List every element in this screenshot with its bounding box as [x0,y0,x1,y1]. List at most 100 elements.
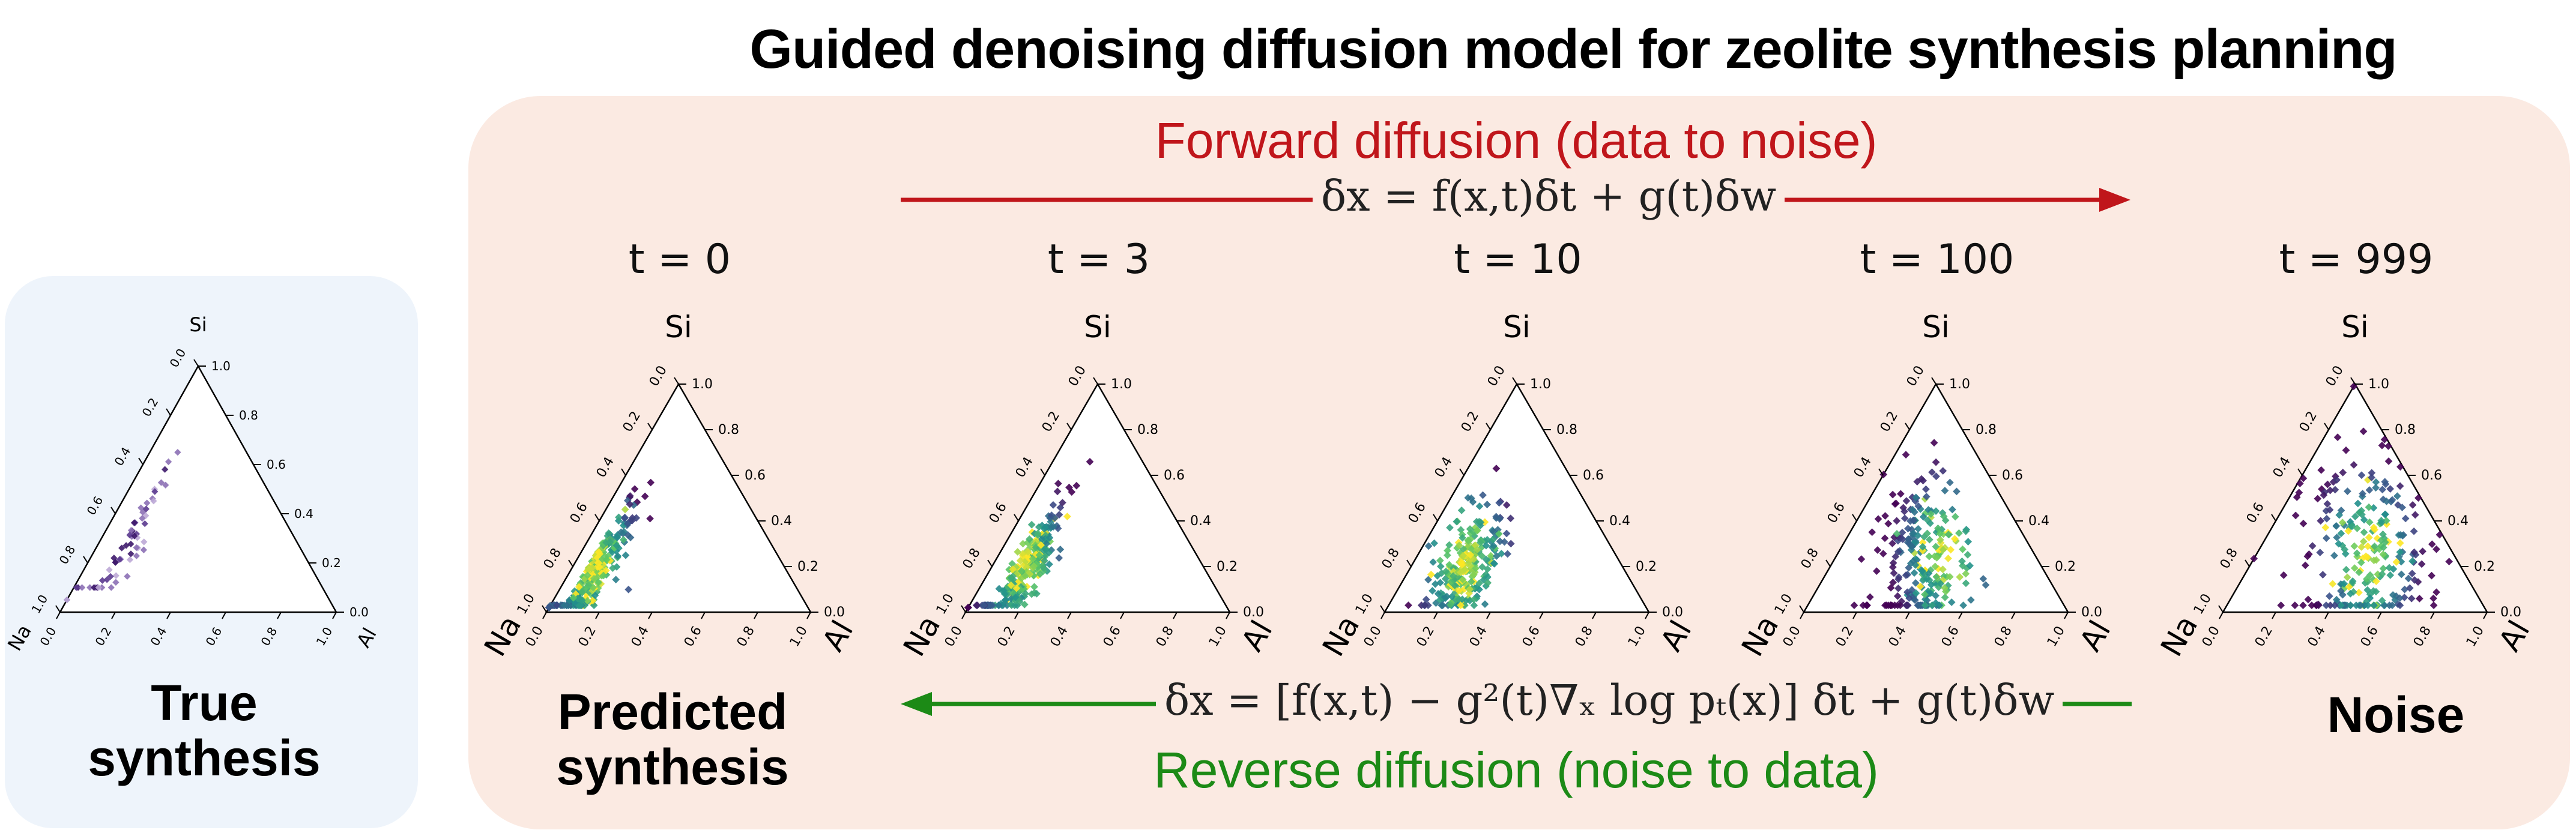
tick-label: 1.0 [1625,624,1649,649]
data-point [1438,601,1446,609]
tick-mark [648,612,653,619]
tick-label: 0.0 [1243,605,1264,620]
data-point [1904,535,1912,544]
data-point [1446,523,1454,532]
data-point [2301,561,2309,570]
data-point [2378,441,2386,450]
data-point [1959,562,1967,570]
ternary-triangle [964,382,1232,613]
data-point [1944,531,1953,538]
tick-label: 1.0 [934,591,957,617]
data-point [2374,570,2382,579]
tick-label: 0.6 [1939,624,1962,649]
reverse-diffusion-label: Reverse diffusion (noise to data) [1153,742,1879,798]
data-point [1951,513,1959,521]
data-point [1441,575,1450,583]
data-point [1900,514,1909,523]
tick-mark [166,612,171,619]
tick-label: 0.4 [2270,454,2294,480]
tick-mark [1799,605,1804,613]
data-point [1489,535,1497,544]
data-point [1470,601,1478,609]
data-point [2432,588,2440,597]
tick-mark [1226,612,1230,619]
data-point [1913,478,1921,486]
caption-line: synthesis [556,739,789,795]
data-point [2323,480,2332,489]
vertex-label-al: Al [2073,615,2117,657]
data-point [1492,513,1501,521]
data-point [2429,601,2438,609]
data-point [1446,601,1454,609]
tick-label: 0.6 [1583,468,1604,483]
data-point [1443,592,1451,601]
data-point [2429,594,2437,603]
data-point [1469,571,1478,579]
vertex-label-si: Si [665,310,692,344]
data-point [2335,511,2344,519]
tick-label: 0.8 [718,423,739,438]
tick-label: 0.4 [294,507,313,521]
data-point [1457,507,1466,514]
data-point [1507,514,1515,523]
data-point [2344,527,2353,535]
data-point [1927,510,1935,518]
data-point [1863,601,1871,609]
data-point [2299,601,2307,609]
vertex-label-si: Si [2341,310,2369,344]
tick-label: 0.0 [1662,605,1683,620]
tick-label: 0.0 [1904,363,1927,389]
data-point [1936,536,1944,544]
data-point [2331,486,2339,494]
data-point [1899,535,1907,543]
data-point [1937,580,1945,588]
forward-arrowhead [2099,188,2130,212]
data-point [2404,574,2413,583]
tick-mark [594,514,600,522]
data-point [2314,601,2323,609]
data-point [174,449,181,456]
caption-line: Predicted [557,684,788,740]
tick-mark [1459,468,1465,476]
data-point [2365,503,2373,511]
data-point [1917,601,1925,609]
tick-label: 1.0 [29,592,51,616]
tick-mark [1852,514,1857,522]
data-point [2370,556,2378,565]
tick-mark [595,612,600,619]
tick-label: 0.0 [2500,605,2521,620]
tick-mark [1852,612,1857,619]
data-point [1422,595,1430,604]
data-point [1504,550,1512,558]
data-point [1459,534,1466,542]
tick-label: 0.8 [1798,546,1822,571]
data-point [2343,573,2351,582]
data-point [1472,564,1480,573]
tick-mark [2245,559,2250,567]
tick-mark [1486,612,1491,619]
data-point [1962,570,1970,578]
data-point [1449,572,1457,580]
tick-label: 0.2 [1459,409,1482,435]
tick-label: 1.0 [2464,624,2487,649]
data-point [1902,451,1910,459]
data-point [1479,491,1487,499]
tick-label: 0.2 [2297,409,2320,435]
data-point [2411,511,2419,519]
data-point [1906,559,1915,568]
data-point [2419,547,2426,556]
data-point [2339,469,2347,477]
tick-label: 0.8 [258,625,280,649]
data-point [1468,546,1475,553]
data-point [1927,581,1935,589]
tick-label: 0.6 [987,500,1010,526]
tick-mark [1512,377,1517,385]
data-point [2432,545,2440,553]
tick-label: 0.6 [203,625,225,649]
tick-label: 0.6 [1520,624,1543,649]
data-point [1939,565,1947,574]
data-point [2350,564,2359,572]
data-point [2355,589,2363,597]
tick-mark [2324,612,2329,619]
data-point [2380,436,2389,444]
